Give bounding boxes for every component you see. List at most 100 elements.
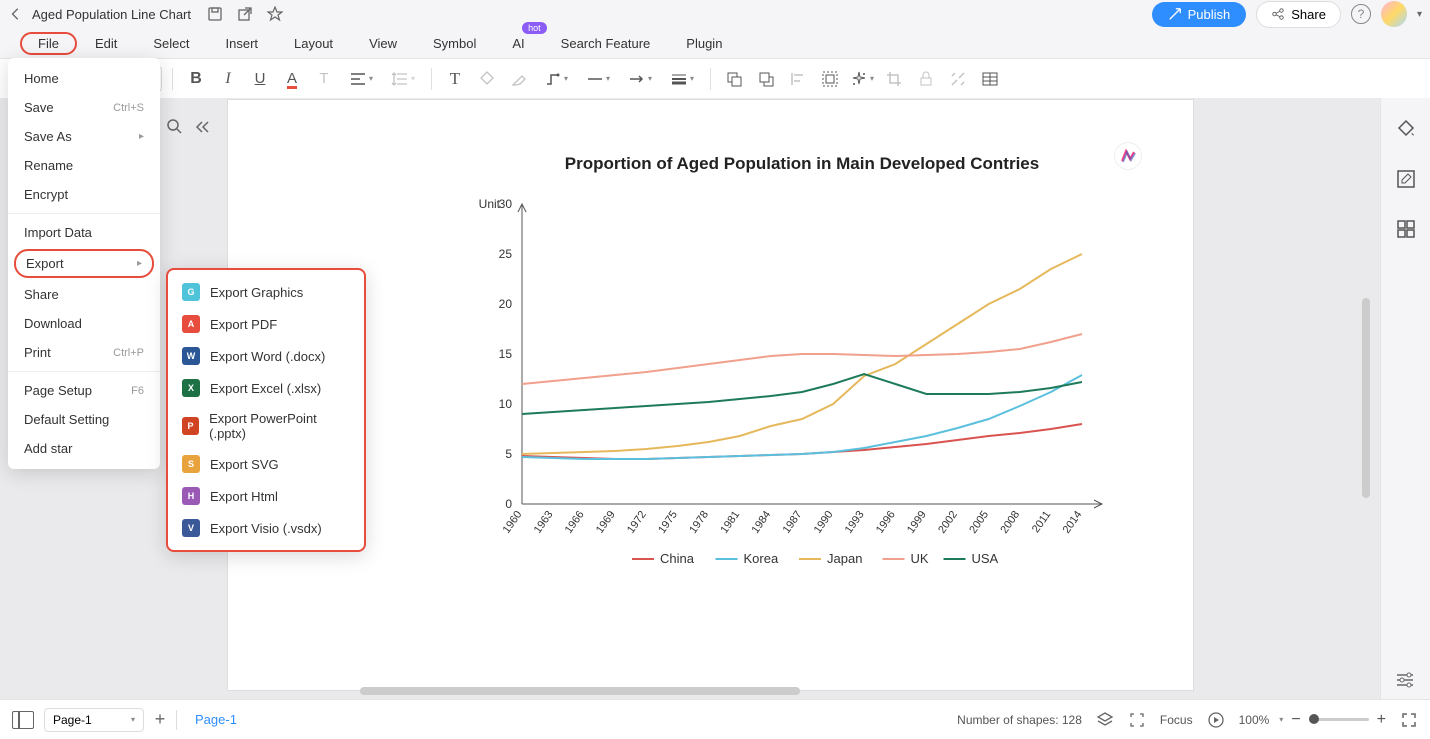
svg-text:2005: 2005 [967,509,991,536]
file-menu-add-star[interactable]: Add star [8,434,160,463]
menu-bar: FileEditSelectInsertLayoutViewSymbolAIho… [0,28,1430,58]
menu-edit[interactable]: Edit [77,32,135,55]
group-button[interactable] [817,66,843,92]
share-button[interactable]: Share [1256,1,1341,28]
vertical-scrollbar[interactable] [1362,298,1370,498]
export-export-excel-xlsx-[interactable]: XExport Excel (.xlsx) [168,372,364,404]
highlight-button[interactable] [506,66,532,92]
svg-text:1960: 1960 [501,509,525,536]
export-export-word-docx-[interactable]: WExport Word (.docx) [168,340,364,372]
focus-icon[interactable] [1128,711,1146,729]
share-label: Share [1291,7,1326,22]
file-menu-save[interactable]: SaveCtrl+S [8,93,160,122]
lock-button[interactable] [913,66,939,92]
svg-text:Japan: Japan [827,551,862,566]
menu-select[interactable]: Select [135,32,207,55]
table-button[interactable] [977,66,1003,92]
menu-plugin[interactable]: Plugin [668,32,740,55]
file-menu-default-setting[interactable]: Default Setting [8,405,160,434]
bring-front-button[interactable] [753,66,779,92]
settings-toggle-icon[interactable] [1394,669,1416,691]
file-menu-rename[interactable]: Rename [8,151,160,180]
align-button[interactable] [785,66,811,92]
menu-ai[interactable]: AIhot [494,32,542,55]
file-menu-page-setup[interactable]: Page SetupF6 [8,376,160,405]
line-weight-button[interactable]: ▾ [664,66,700,92]
file-type-icon: X [182,379,200,397]
text-tool-button[interactable]: T [442,66,468,92]
strikethrough-button[interactable]: T [311,66,337,92]
svg-text:1996: 1996 [874,509,898,536]
export-export-visio-vsdx-[interactable]: VExport Visio (.vsdx) [168,512,364,544]
file-menu-save-as[interactable]: Save As▸ [8,122,160,151]
play-icon[interactable] [1207,711,1225,729]
crop-button[interactable] [881,66,907,92]
shape-count-label: Number of shapes: 128 [957,713,1082,727]
svg-text:Korea: Korea [744,551,779,566]
apps-panel-icon[interactable] [1395,218,1417,240]
file-menu-import-data[interactable]: Import Data [8,218,160,247]
line-chart[interactable]: Proportion of Aged Population in Main De… [452,132,1152,680]
send-back-button[interactable] [721,66,747,92]
arrow-style-button[interactable]: ▾ [622,66,658,92]
menu-layout[interactable]: Layout [276,32,351,55]
file-menu-download[interactable]: Download [8,309,160,338]
line-spacing-button[interactable]: ▾ [385,66,421,92]
layers-icon[interactable] [1096,711,1114,729]
svg-text:1993: 1993 [843,509,867,536]
user-avatar[interactable] [1381,1,1407,27]
back-button[interactable] [8,6,24,22]
add-page-button[interactable]: + [150,710,170,730]
file-type-icon: V [182,519,200,537]
export-submenu: GExport GraphicsAExport PDFWExport Word … [166,268,366,552]
effects-button[interactable]: ▾ [849,66,875,92]
canvas-page[interactable]: Proportion of Aged Population in Main De… [228,100,1193,690]
export-export-powerpoint-pptx-[interactable]: PExport PowerPoint (.pptx) [168,404,364,448]
bold-button[interactable]: B [183,66,209,92]
publish-button[interactable]: Publish [1152,2,1247,27]
svg-text:0: 0 [505,497,512,511]
text-align-button[interactable]: ▾ [343,66,379,92]
tools-button[interactable] [945,66,971,92]
connector-button[interactable]: ▾ [538,66,574,92]
file-menu-home[interactable]: Home [8,64,160,93]
line-style-button[interactable]: ▾ [580,66,616,92]
export-export-html[interactable]: HExport Html [168,480,364,512]
zoom-in-button[interactable]: + [1377,711,1386,729]
zoom-slider[interactable] [1309,718,1369,721]
panel-toggle-icon[interactable] [12,711,34,729]
fullscreen-icon[interactable] [1400,711,1418,729]
open-external-icon[interactable] [237,6,253,22]
chart-logo-icon [1114,142,1142,170]
file-menu-export[interactable]: Export▸ [14,249,154,278]
menu-insert[interactable]: Insert [208,32,277,55]
file-menu-share[interactable]: Share [8,280,160,309]
export-export-graphics[interactable]: GExport Graphics [168,276,364,308]
zoom-out-button[interactable]: − [1291,711,1300,729]
page-tab[interactable]: Page-1 [183,708,249,731]
file-menu-encrypt[interactable]: Encrypt [8,180,160,209]
help-button[interactable]: ? [1351,4,1371,24]
search-icon[interactable] [166,118,184,136]
menu-file[interactable]: File [20,32,77,55]
export-export-svg[interactable]: SExport SVG [168,448,364,480]
menu-symbol[interactable]: Symbol [415,32,494,55]
focus-label[interactable]: Focus [1160,713,1193,727]
avatar-caret-icon[interactable]: ▾ [1417,9,1422,20]
star-icon[interactable] [267,6,283,22]
save-icon[interactable] [207,6,223,22]
file-menu-print[interactable]: PrintCtrl+P [8,338,160,367]
fill-panel-icon[interactable] [1395,118,1417,140]
zoom-value[interactable]: 100% [1239,713,1270,727]
italic-button[interactable]: I [215,66,241,92]
menu-search-feature[interactable]: Search Feature [543,32,669,55]
edit-panel-icon[interactable] [1395,168,1417,190]
font-color-button[interactable]: A [279,66,305,92]
menu-view[interactable]: View [351,32,415,55]
page-select[interactable]: Page-1▾ [44,708,144,732]
horizontal-scrollbar[interactable] [360,687,800,695]
collapse-panel-icon[interactable] [194,118,212,136]
fill-color-button[interactable] [474,66,500,92]
export-export-pdf[interactable]: AExport PDF [168,308,364,340]
underline-button[interactable]: U [247,66,273,92]
